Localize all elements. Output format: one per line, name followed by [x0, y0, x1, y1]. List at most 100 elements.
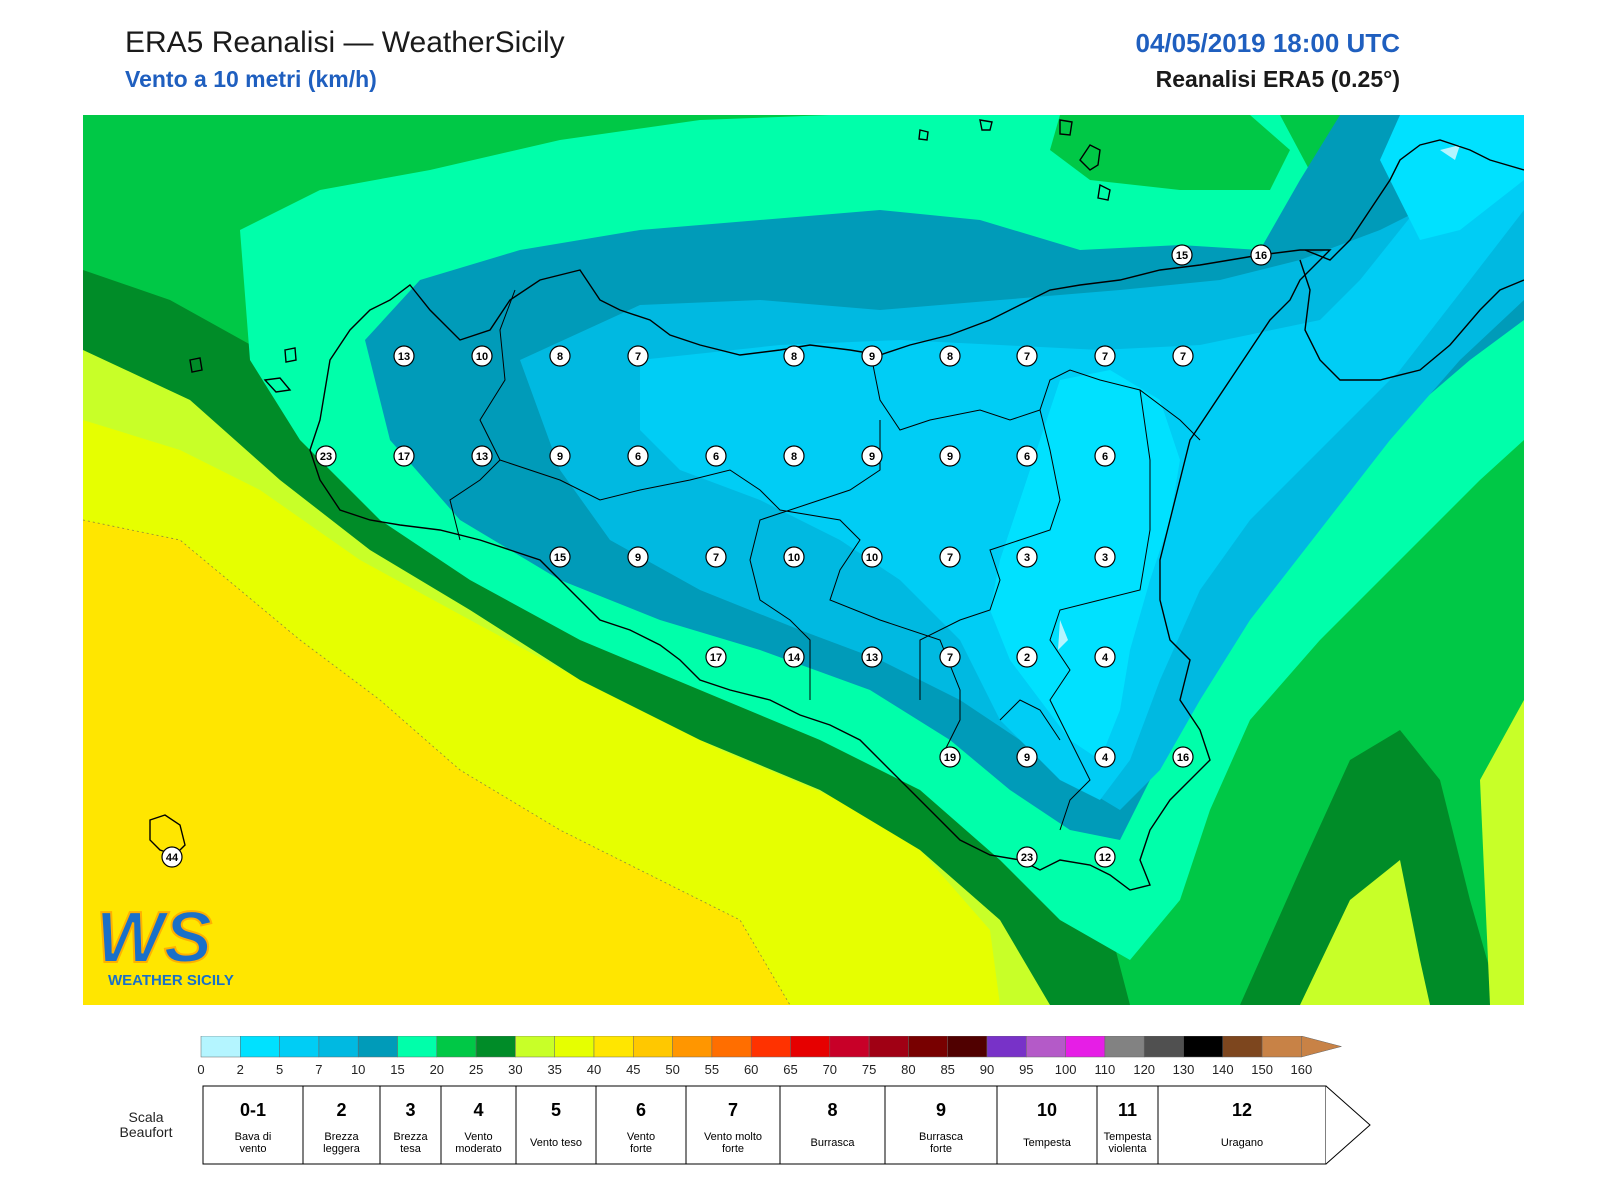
colorbar-cell	[790, 1036, 831, 1058]
wind-station-marker: 15	[549, 546, 571, 568]
colorbar-cell	[593, 1036, 634, 1058]
station-wind-value: 2	[1024, 652, 1030, 664]
colorbar-tick: 10	[351, 1062, 365, 1077]
station-wind-value: 10	[788, 552, 800, 564]
station-wind-value: 10	[866, 552, 878, 564]
sicily-coastline	[149, 119, 1524, 891]
wind-station-marker: 17	[393, 445, 415, 467]
station-circle	[783, 546, 805, 568]
colorbar-cell	[1065, 1036, 1106, 1058]
colorbar-tick: 80	[901, 1062, 915, 1077]
station-circle	[939, 746, 961, 768]
colorbar-tick: 35	[547, 1062, 561, 1077]
wind-station-marker: 23	[315, 445, 337, 467]
beaufort-description: Burrasca forte	[919, 1131, 964, 1155]
colorbar-cell	[947, 1036, 988, 1058]
station-circle	[783, 345, 805, 367]
wind-station-marker: 6	[1094, 445, 1116, 467]
station-wind-value: 8	[791, 451, 797, 463]
wind-station-marker: 2	[1016, 646, 1038, 668]
station-wind-value: 7	[713, 552, 719, 564]
beaufort-cell: 11 Tempesta violenta	[1096, 1085, 1159, 1165]
station-circle	[1171, 244, 1193, 266]
beaufort-number: 2	[336, 1100, 346, 1120]
beaufort-number: 3	[405, 1100, 415, 1120]
station-wind-value: 7	[947, 552, 953, 564]
wind-station-marker: 23	[1016, 846, 1038, 868]
beaufort-number: 12	[1232, 1100, 1252, 1120]
station-circle	[861, 345, 883, 367]
station-wind-value: 3	[1102, 552, 1108, 564]
station-wind-value: 15	[1176, 250, 1188, 262]
colorbar-cell	[200, 1036, 241, 1058]
wind-station-marker: 16	[1250, 244, 1272, 266]
beaufort-scale: 0-1 Bava di vento 2 Brezza leggera 3 Brezza tesa…	[202, 1085, 1371, 1165]
colorbar-tick: 110	[1095, 1062, 1116, 1077]
forecast-datetime: 04/05/2019 18:00 UTC	[1135, 28, 1400, 58]
station-wind-value: 13	[398, 351, 410, 363]
station-wind-value: 4	[1102, 652, 1109, 664]
station-circle	[549, 345, 571, 367]
colorbar-cell	[1104, 1036, 1145, 1058]
colorbar-cell	[750, 1036, 791, 1058]
beaufort-cell: 0-1 Bava di vento	[202, 1085, 304, 1165]
beaufort-cell: 5 Vento teso	[515, 1085, 597, 1165]
wind-station-marker: 4	[1094, 646, 1116, 668]
colorbar-cell	[1222, 1036, 1263, 1058]
station-circle	[1250, 244, 1272, 266]
colorbar-cell	[1143, 1036, 1184, 1058]
colorbar-tick: 55	[705, 1062, 719, 1077]
beaufort-description: Brezza leggera	[323, 1131, 361, 1155]
model-label: Reanalisi ERA5 (0.25°)	[1155, 66, 1400, 92]
station-wind-value: 10	[476, 351, 488, 363]
colorbar-tick: 85	[940, 1062, 954, 1077]
colorbar-tick: 120	[1133, 1062, 1155, 1077]
station-wind-value: 6	[635, 451, 641, 463]
colorbar-tick: 95	[1019, 1062, 1033, 1077]
wind-station-marker: 6	[1016, 445, 1038, 467]
station-wind-value: 7	[947, 652, 953, 664]
colorbar-tick: 140	[1212, 1062, 1234, 1077]
station-circle	[393, 345, 415, 367]
colorbar-tick: 15	[390, 1062, 404, 1077]
beaufort-cell: 7 Vento molto forte	[685, 1085, 781, 1165]
wind-station-marker: 7	[1172, 345, 1194, 367]
station-circle	[315, 445, 337, 467]
wind-station-marker: 8	[939, 345, 961, 367]
station-wind-value: 19	[944, 752, 956, 764]
station-circle	[1094, 846, 1116, 868]
station-circle	[1094, 646, 1116, 668]
beaufort-cell: 8 Burrasca	[779, 1085, 886, 1165]
station-wind-value: 6	[1102, 451, 1108, 463]
colorbar-cells	[200, 1036, 1343, 1058]
beaufort-number: 8	[827, 1100, 837, 1120]
colorbar-cell	[515, 1036, 555, 1058]
colorbar-tick: 100	[1055, 1062, 1077, 1077]
wind-station-marker: 16	[1172, 746, 1194, 768]
station-circle	[939, 445, 961, 467]
beaufort-description: Vento molto forte	[704, 1131, 762, 1155]
wind-station-marker: 3	[1016, 546, 1038, 568]
station-wind-value: 14	[788, 652, 801, 664]
map-subtitle: Vento a 10 metri (km/h)	[125, 66, 377, 92]
wind-station-marker: 13	[471, 445, 493, 467]
wind-station-marker: 17	[705, 646, 727, 668]
station-wind-value: 7	[635, 351, 641, 363]
station-circle	[705, 646, 727, 668]
station-wind-value: 6	[713, 451, 719, 463]
station-wind-value: 4	[1102, 752, 1109, 764]
beaufort-description: Uragano	[1221, 1137, 1263, 1149]
wind-station-marker: 9	[861, 445, 883, 467]
wind-station-marker: 13	[861, 646, 883, 668]
station-circle	[1172, 746, 1194, 768]
beaufort-arrow	[1325, 1085, 1371, 1165]
wind-station-marker: 4	[1094, 746, 1116, 768]
station-wind-value: 13	[476, 451, 488, 463]
wind-station-marker: 6	[705, 445, 727, 467]
beaufort-cell: 10 Tempesta	[996, 1085, 1098, 1165]
beaufort-number: 6	[636, 1100, 646, 1120]
page-title: ERA5 Reanalisi — WeatherSicily	[125, 26, 565, 59]
beaufort-number: 0-1	[240, 1100, 266, 1120]
colorbar-tick: 25	[469, 1062, 483, 1077]
